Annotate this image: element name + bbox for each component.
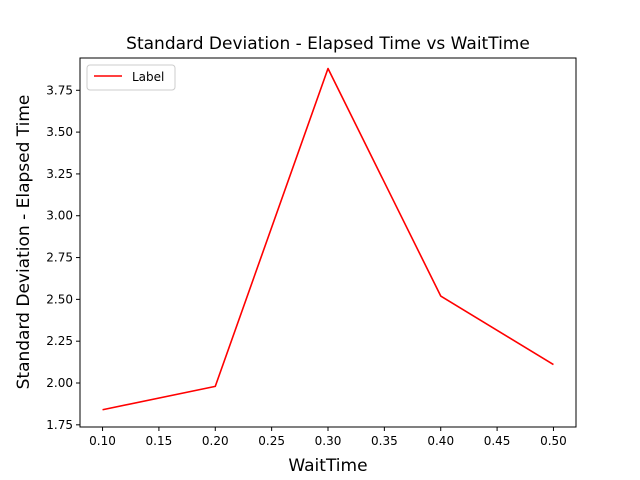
y-tick-label: 2.00 (46, 376, 73, 390)
x-tick-label: 0.30 (315, 434, 342, 448)
y-axis-label: Standard Deviation - Elapsed Time (14, 95, 34, 390)
x-tick-label: 0.50 (540, 434, 567, 448)
legend-label: Label (132, 70, 164, 84)
y-tick-label: 3.00 (46, 209, 73, 223)
y-tick-label: 2.25 (46, 334, 73, 348)
x-tick-label: 0.20 (202, 434, 229, 448)
x-axis-label: WaitTime (288, 456, 367, 476)
y-tick-label: 3.50 (46, 125, 73, 139)
x-tick-label: 0.10 (89, 434, 116, 448)
legend-box (86, 64, 176, 91)
x-tick-label: 0.15 (146, 434, 173, 448)
y-tick-label: 3.25 (46, 167, 73, 181)
chart-title: Standard Deviation - Elapsed Time vs Wai… (126, 34, 530, 54)
x-tick-label: 0.35 (371, 434, 398, 448)
x-tick-label: 0.40 (427, 434, 454, 448)
x-axis: 0.10 0.15 0.20 0.25 0.30 0.35 0.40 0.45 0.50 (89, 427, 567, 448)
legend: Label (86, 64, 176, 91)
y-tick-label: 1.75 (46, 418, 73, 432)
series-layer (102, 67, 554, 411)
y-tick-label: 2.50 (46, 292, 73, 306)
y-axis: 1.75 2.00 2.25 2.50 2.75 3.00 3.25 3.50 3.75 (46, 83, 80, 432)
y-tick-label: 3.75 (46, 83, 73, 97)
plot-area (79, 57, 577, 428)
x-tick-label: 0.45 (484, 434, 511, 448)
y-tick-label: 2.75 (46, 251, 73, 265)
x-tick-label: 0.25 (258, 434, 285, 448)
